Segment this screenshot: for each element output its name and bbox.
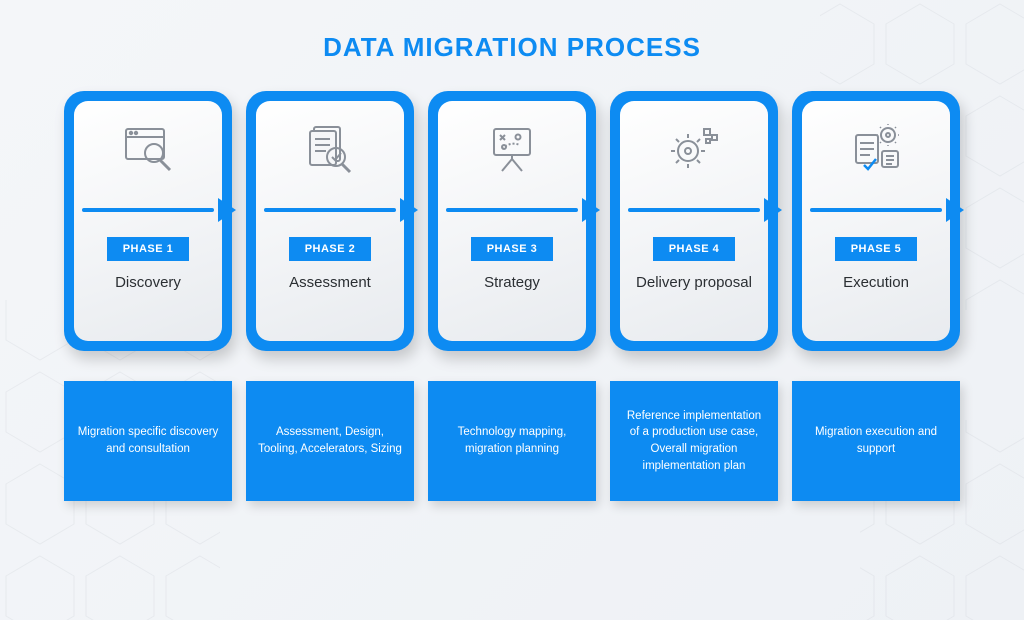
phase-card: PHASE 4 Delivery proposal (610, 91, 778, 351)
phase-badge: PHASE 4 (653, 237, 736, 261)
phase-description: Migration specific discovery and consult… (64, 381, 232, 501)
phase-name: Delivery proposal (636, 273, 752, 293)
flow-arrow (810, 197, 942, 223)
phase-description: Assessment, Design, Tooling, Accelerator… (246, 381, 414, 501)
phase-name: Discovery (115, 273, 181, 293)
description-row: Migration specific discovery and consult… (0, 381, 1024, 501)
phase-badge: PHASE 2 (289, 237, 372, 261)
strategy-board-icon (482, 119, 542, 179)
phase-description: Reference implementation of a production… (610, 381, 778, 501)
phase-badge: PHASE 5 (835, 237, 918, 261)
flow-arrow (446, 197, 578, 223)
phase-name: Assessment (289, 273, 371, 293)
flow-arrow (628, 197, 760, 223)
page-title: DATA MIGRATION PROCESS (0, 0, 1024, 63)
gear-squares-icon (664, 119, 724, 179)
phase-card: PHASE 2 Assessment (246, 91, 414, 351)
gear-list-icon (846, 119, 906, 179)
flow-arrow (264, 197, 396, 223)
phase-name: Strategy (484, 273, 540, 293)
browser-search-icon (118, 119, 178, 179)
phase-card: PHASE 5 Execution (792, 91, 960, 351)
phase-description: Technology mapping, migration planning (428, 381, 596, 501)
document-check-icon (300, 119, 360, 179)
phase-description: Migration execution and support (792, 381, 960, 501)
phase-card: PHASE 1 Discovery (64, 91, 232, 351)
phase-card: PHASE 3 Strategy (428, 91, 596, 351)
phase-name: Execution (843, 273, 909, 293)
phase-badge: PHASE 1 (107, 237, 190, 261)
flow-arrow (82, 197, 214, 223)
phase-cards-row: PHASE 1 Discovery PHASE 2 Assess (0, 91, 1024, 351)
phase-badge: PHASE 3 (471, 237, 554, 261)
